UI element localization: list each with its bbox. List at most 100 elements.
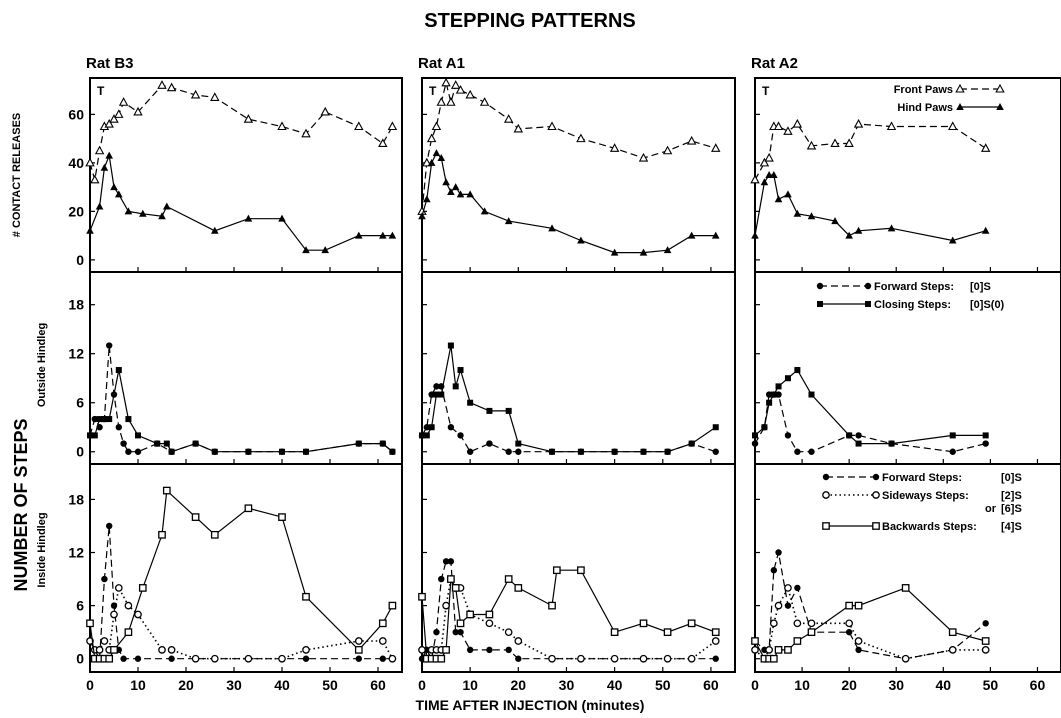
- data-point: [609, 143, 620, 152]
- series-backwards-steps: [86, 486, 397, 663]
- legend-label-forward-steps: Forward Steps:: [882, 472, 962, 484]
- data-point: [466, 190, 474, 198]
- series-forward-steps: [751, 549, 989, 662]
- data-point: [451, 584, 460, 592]
- data-point: [712, 448, 719, 455]
- data-point: [355, 440, 362, 447]
- series-closing-steps: [752, 367, 989, 447]
- data-point: [100, 163, 109, 171]
- data-point: [124, 207, 133, 215]
- data-point: [505, 407, 512, 414]
- data-point: [450, 80, 461, 89]
- data-point: [845, 231, 853, 239]
- series-line: [89, 525, 393, 661]
- legend-inside-hindleg: Forward Steps: [0]S Sideways Steps: [2]S or […: [822, 472, 1022, 533]
- y-tick-label: 12: [68, 545, 84, 561]
- data-point: [901, 584, 910, 592]
- data-point: [431, 121, 442, 131]
- data-point: [441, 77, 451, 87]
- legend-code: [4]S: [1001, 521, 1022, 533]
- series-hind-paws: [418, 149, 720, 256]
- data-point: [133, 106, 143, 116]
- data-point: [115, 190, 123, 198]
- data-point: [712, 655, 719, 662]
- data-point: [688, 440, 695, 447]
- data-point: [504, 575, 513, 583]
- time-marker-t: T: [762, 84, 770, 98]
- data-point: [760, 178, 769, 186]
- data-point: [455, 84, 466, 94]
- data-point: [466, 646, 474, 654]
- data-point: [456, 190, 465, 198]
- data-point: [211, 448, 218, 455]
- data-point: [118, 97, 129, 106]
- data-point: [948, 628, 957, 637]
- data-point: [210, 92, 220, 101]
- legend-code: [0]S: [970, 281, 991, 293]
- data-point: [134, 655, 142, 662]
- data-point: [168, 655, 175, 662]
- data-point: [86, 619, 94, 628]
- data-point: [138, 584, 147, 592]
- data-point: [854, 637, 863, 645]
- data-point: [577, 448, 584, 455]
- x-tick-label: 50: [655, 677, 671, 693]
- data-point: [91, 432, 98, 439]
- data-point: [244, 214, 253, 222]
- y-tick-label: 18: [68, 297, 84, 313]
- series-sideways-steps: [86, 584, 397, 663]
- data-point: [485, 610, 494, 619]
- legend-outside-hindleg: Forward Steps: [0]S Closing Steps: [0]S(0): [816, 281, 1005, 311]
- x-tick-label: 50: [983, 677, 999, 693]
- data-point: [807, 619, 816, 628]
- series-forward-steps: [418, 383, 719, 455]
- data-point: [663, 246, 672, 254]
- series-front-paws: [417, 77, 721, 215]
- data-point: [752, 432, 758, 439]
- data-point: [191, 654, 200, 663]
- data-point: [486, 646, 493, 654]
- series-backwards-steps: [751, 584, 990, 663]
- data-point: [549, 448, 556, 455]
- y-tick-label: 20: [68, 203, 84, 219]
- data-point: [770, 567, 778, 574]
- data-point: [320, 106, 330, 116]
- data-point: [712, 424, 719, 431]
- series-line: [421, 560, 716, 661]
- data-point: [761, 424, 768, 431]
- data-point: [95, 646, 104, 654]
- data-point: [94, 145, 105, 155]
- data-point: [106, 416, 113, 423]
- panel-frame: [754, 463, 1061, 673]
- data-point: [845, 619, 854, 628]
- data-point: [423, 195, 431, 203]
- data-point: [854, 601, 863, 610]
- x-axis-label: TIME AFTER INJECTION (minutes): [416, 697, 645, 713]
- data-point: [845, 601, 854, 610]
- data-point: [480, 207, 489, 215]
- data-point: [751, 646, 759, 654]
- data-point: [321, 246, 329, 254]
- data-point: [831, 217, 839, 225]
- series-closing-steps: [87, 367, 396, 455]
- y-tick-label: 12: [68, 346, 84, 362]
- data-point: [664, 448, 671, 455]
- y-tick-label: 40: [68, 155, 84, 171]
- legend-marker: [872, 522, 880, 530]
- x-tick-label: 40: [936, 677, 952, 693]
- series-line: [754, 123, 987, 181]
- data-point: [784, 432, 792, 439]
- data-point: [853, 118, 864, 128]
- data-point: [302, 646, 310, 654]
- data-point: [243, 114, 254, 123]
- data-point: [211, 226, 219, 234]
- data-point: [770, 171, 778, 178]
- data-point: [446, 97, 456, 106]
- data-point: [125, 416, 132, 423]
- data-point: [139, 209, 147, 217]
- data-point: [115, 424, 123, 431]
- data-point: [485, 619, 494, 628]
- data-point: [166, 82, 177, 92]
- data-point: [479, 97, 490, 106]
- data-point: [120, 440, 127, 447]
